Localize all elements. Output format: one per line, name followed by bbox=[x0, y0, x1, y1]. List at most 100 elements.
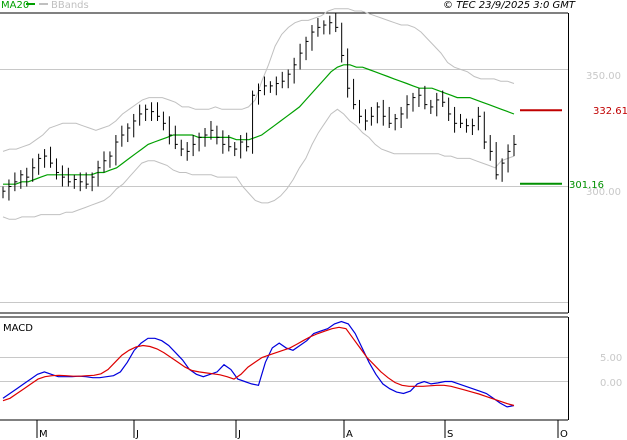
price-bar bbox=[353, 78, 357, 110]
price-bar bbox=[50, 146, 54, 168]
price-bar bbox=[258, 83, 261, 105]
price-bar bbox=[139, 104, 143, 126]
price-bar bbox=[61, 165, 65, 187]
price-bar bbox=[79, 172, 83, 192]
support-level-label: 301.16 bbox=[569, 180, 604, 191]
price-bar bbox=[127, 123, 131, 143]
macd-y-tick-label-0: 0.00 bbox=[600, 378, 622, 389]
price-bar bbox=[317, 18, 321, 37]
price-bar bbox=[281, 71, 285, 89]
price-bar bbox=[269, 81, 273, 93]
price-bar bbox=[489, 135, 493, 161]
price-bar bbox=[323, 20, 327, 35]
price-bar bbox=[228, 135, 232, 152]
price-bar bbox=[103, 151, 107, 173]
x-tick-label: S bbox=[447, 429, 453, 440]
price-bar bbox=[477, 106, 481, 131]
price-bar bbox=[73, 174, 77, 189]
price-bar bbox=[364, 109, 368, 131]
price-bar bbox=[121, 125, 125, 147]
price-bar bbox=[507, 144, 511, 173]
x-tick-label: J bbox=[237, 429, 241, 440]
macd-title: MACD bbox=[3, 323, 33, 334]
price-bar bbox=[341, 22, 345, 63]
price-bar bbox=[198, 132, 202, 152]
x-tick-label: A bbox=[346, 429, 353, 440]
price-bar bbox=[174, 125, 178, 150]
price-bar bbox=[394, 113, 398, 131]
price-bar bbox=[240, 135, 244, 159]
price-bar bbox=[430, 99, 434, 114]
price-bar bbox=[382, 99, 386, 126]
price-bar bbox=[8, 179, 12, 201]
price-bar bbox=[145, 104, 149, 121]
x-tick-label: M bbox=[39, 429, 48, 440]
price-bar bbox=[91, 172, 95, 192]
price-bar bbox=[388, 106, 392, 128]
ma-legend-label: MA20 bbox=[1, 0, 29, 11]
price-bar bbox=[406, 95, 410, 119]
price-bar bbox=[454, 106, 458, 133]
price-bar bbox=[192, 135, 196, 157]
y-tick-label-350: 350.00 bbox=[586, 71, 621, 82]
price-bar bbox=[186, 142, 190, 161]
price-bar bbox=[495, 142, 499, 180]
price-bar bbox=[162, 111, 166, 131]
price-bar bbox=[20, 170, 24, 189]
price-bar bbox=[204, 128, 208, 147]
price-bar bbox=[436, 92, 440, 117]
x-tick-label: O bbox=[560, 429, 568, 440]
bollinger-upper-band bbox=[2, 8, 515, 152]
price-bar bbox=[335, 13, 339, 33]
price-bar bbox=[234, 142, 238, 157]
x-tick-label: J bbox=[135, 429, 139, 440]
price-bar bbox=[400, 106, 404, 128]
price-bar bbox=[263, 76, 267, 96]
bb-legend-swatch bbox=[39, 3, 48, 5]
macd-signal-line bbox=[2, 326, 515, 407]
price-bar bbox=[311, 25, 315, 51]
y-tick-label-300: 300.00 bbox=[586, 187, 621, 198]
price-bar bbox=[97, 160, 101, 187]
price-bar bbox=[293, 57, 297, 84]
price-bar bbox=[483, 111, 487, 150]
price-bar bbox=[55, 158, 59, 180]
price-bar bbox=[501, 158, 505, 182]
price-bar bbox=[412, 92, 416, 112]
ma-legend-swatch bbox=[26, 3, 35, 5]
price-bar bbox=[151, 102, 155, 121]
price-bar bbox=[448, 97, 452, 121]
price-bar bbox=[424, 85, 428, 110]
price-bar bbox=[44, 149, 48, 168]
timestamp: © TEC 23/9/2025 3:0 GMT bbox=[443, 0, 576, 11]
price-bar bbox=[347, 48, 351, 98]
ma20-line bbox=[3, 64, 515, 185]
price-bar bbox=[168, 116, 172, 145]
price-bars bbox=[2, 13, 517, 201]
price-bar bbox=[222, 130, 226, 154]
price-bar bbox=[67, 167, 71, 187]
price-bar bbox=[14, 172, 18, 192]
price-bar bbox=[216, 125, 220, 145]
price-bar bbox=[513, 135, 517, 157]
price-bar bbox=[109, 151, 113, 168]
price-bar bbox=[471, 118, 475, 136]
price-bar bbox=[460, 113, 464, 128]
price-bar bbox=[246, 132, 250, 152]
macd-y-tick-label-5: 5.00 bbox=[600, 353, 622, 364]
price-bar bbox=[465, 118, 469, 133]
price-bar bbox=[38, 153, 42, 175]
price-bar bbox=[442, 90, 446, 107]
macd-line bbox=[2, 320, 515, 408]
price-bar bbox=[287, 69, 291, 89]
price-bar bbox=[180, 139, 184, 157]
price-bar bbox=[26, 167, 30, 187]
price-bar bbox=[85, 172, 89, 189]
price-bar bbox=[156, 102, 160, 121]
price-bar bbox=[299, 43, 303, 70]
price-bar bbox=[359, 99, 363, 124]
bb-legend-label: BBands bbox=[51, 0, 89, 11]
price-bar bbox=[115, 135, 119, 166]
